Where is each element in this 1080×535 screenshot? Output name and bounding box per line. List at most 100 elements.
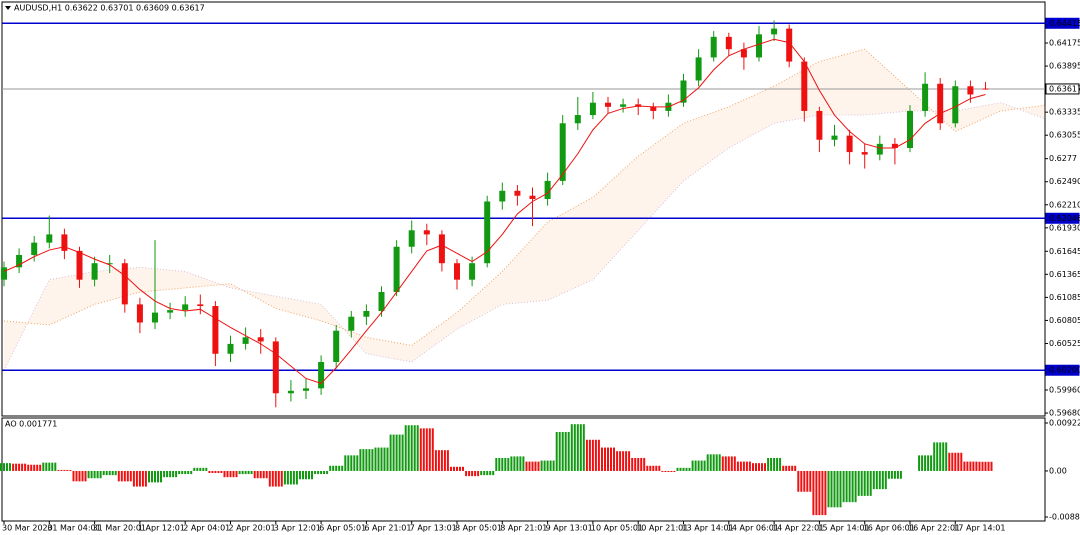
candle-body (242, 337, 249, 344)
candle-body (454, 263, 460, 280)
candle-body (423, 230, 430, 235)
x-tick-label: 3 Apr 12:01 (274, 524, 321, 533)
cloud-span (3, 48, 1046, 347)
level-label-box (1045, 83, 1080, 95)
x-tick-label: 16 Apr 06:01 (863, 524, 915, 533)
y-tick-label: 0.63335 (1049, 108, 1080, 117)
candle-body (529, 195, 536, 200)
x-tick-label: 14 Apr 06:01 (727, 524, 779, 533)
level-label: 0.62046 (1049, 214, 1080, 223)
x-tick-label: 2 Apr 20:01 (229, 524, 276, 533)
x-tick-label: 14 Apr 22:01 (772, 524, 824, 533)
x-tick-label: 10 Apr 05:01 (591, 524, 643, 533)
symbol-header: AUDUSD,H1 0.63622 0.63701 0.63609 0.6361… (14, 4, 205, 13)
x-tick-label: 6 Apr 05:01 (319, 524, 366, 533)
candle-body (393, 246, 400, 293)
y-tick-label: 0.63055 (1049, 131, 1080, 140)
candle-body (861, 152, 868, 155)
candle-body (846, 135, 853, 153)
candle-body (544, 180, 551, 200)
candle-body (589, 102, 596, 116)
x-tick-label: 6 Apr 21:01 (364, 524, 411, 533)
candle-body (605, 102, 611, 107)
x-tick-label: 13 Apr 14:01 (682, 524, 734, 533)
y-tick-label: 0.61085 (1049, 293, 1080, 302)
candle-body (61, 234, 68, 251)
candle-body (484, 201, 491, 264)
y-tick-label: 0.60525 (1049, 339, 1080, 348)
x-tick-label: 31 Mar 04:01 (47, 524, 100, 533)
candle-body (891, 143, 898, 148)
candle-body (197, 304, 204, 307)
candle-body (408, 230, 415, 247)
candle-body (16, 254, 23, 268)
candle-body (680, 80, 687, 103)
candle-body (831, 135, 838, 140)
candle-body (816, 110, 823, 140)
level-label-box (1045, 17, 1080, 29)
candle-body (152, 312, 158, 323)
candle-body (363, 310, 370, 317)
candle-body (982, 88, 989, 90)
candle-body (620, 104, 627, 107)
x-tick-label: 1 Apr 12:01 (138, 524, 185, 533)
y-tick-label: 0.59960 (1049, 385, 1080, 394)
y-tick-label: 0.62210 (1049, 200, 1080, 209)
candle-body (272, 341, 279, 394)
candle-body (967, 86, 974, 95)
candle-body (559, 123, 566, 181)
candle-body (121, 263, 128, 305)
candle-body (725, 36, 732, 50)
y-tick-label: 0.6277 (1049, 154, 1077, 163)
x-tick-label: 8 Apr 21:01 (500, 524, 547, 533)
candle-body (937, 83, 944, 124)
x-tick-label: 31 Mar 20:01 (93, 524, 146, 533)
moving-average (3, 38, 986, 384)
y-tick-label: 0.61930 (1049, 223, 1080, 232)
candle-body (182, 304, 189, 311)
candle-body (76, 250, 83, 280)
y-tick-label: -0.008861 (1049, 513, 1080, 522)
candle-body (469, 263, 476, 280)
x-tick-label: 2 Apr 04:01 (183, 524, 230, 533)
y-tick-label: 0.60805 (1049, 316, 1080, 325)
level-label: 0.60200 (1049, 366, 1080, 375)
y-tick-label: 0.009229 (1049, 418, 1080, 427)
y-tick-label: 0.63895 (1049, 62, 1080, 71)
x-tick-label: 8 Apr 05:01 (455, 524, 502, 533)
candle-body (756, 34, 762, 58)
candle-body (771, 28, 778, 35)
x-tick-label: 10 Apr 21:01 (636, 524, 688, 533)
candle-body (91, 263, 98, 280)
y-tick-label: 0.64175 (1049, 39, 1080, 48)
x-tick-label: 16 Apr 22:01 (908, 524, 960, 533)
candle-body (922, 83, 929, 111)
candle-body (333, 330, 340, 362)
oscillator-title: AO 0.001771 (5, 420, 57, 429)
candle-body (136, 304, 143, 323)
candle-body (786, 28, 793, 62)
y-tick-label: 0.61365 (1049, 270, 1080, 279)
x-tick-label: 15 Apr 14:01 (817, 524, 869, 533)
x-tick-label: 9 Apr 13:01 (546, 524, 593, 533)
candle-body (952, 86, 959, 124)
menu-arrow-icon[interactable] (5, 6, 11, 10)
candle-body (1, 267, 7, 280)
candle-body (710, 36, 717, 58)
y-tick-label: 0.59680 (1049, 409, 1080, 418)
candle-body (287, 390, 294, 394)
candle-body (695, 57, 702, 81)
candle-body (876, 143, 883, 155)
x-tick-label: 30 Mar 2020 (2, 524, 53, 533)
candle-body (227, 343, 234, 354)
x-tick-label: 7 Apr 13:01 (410, 524, 457, 533)
level-label-box (1045, 364, 1080, 376)
candle-body (907, 110, 913, 148)
candle-body (31, 242, 38, 255)
candle-body (740, 49, 747, 58)
candle-body (303, 388, 309, 391)
x-tick-label: 17 Apr 14:01 (953, 524, 1005, 533)
candle-body (257, 337, 264, 342)
candle-body (801, 61, 808, 111)
cloud-span (3, 102, 1047, 371)
